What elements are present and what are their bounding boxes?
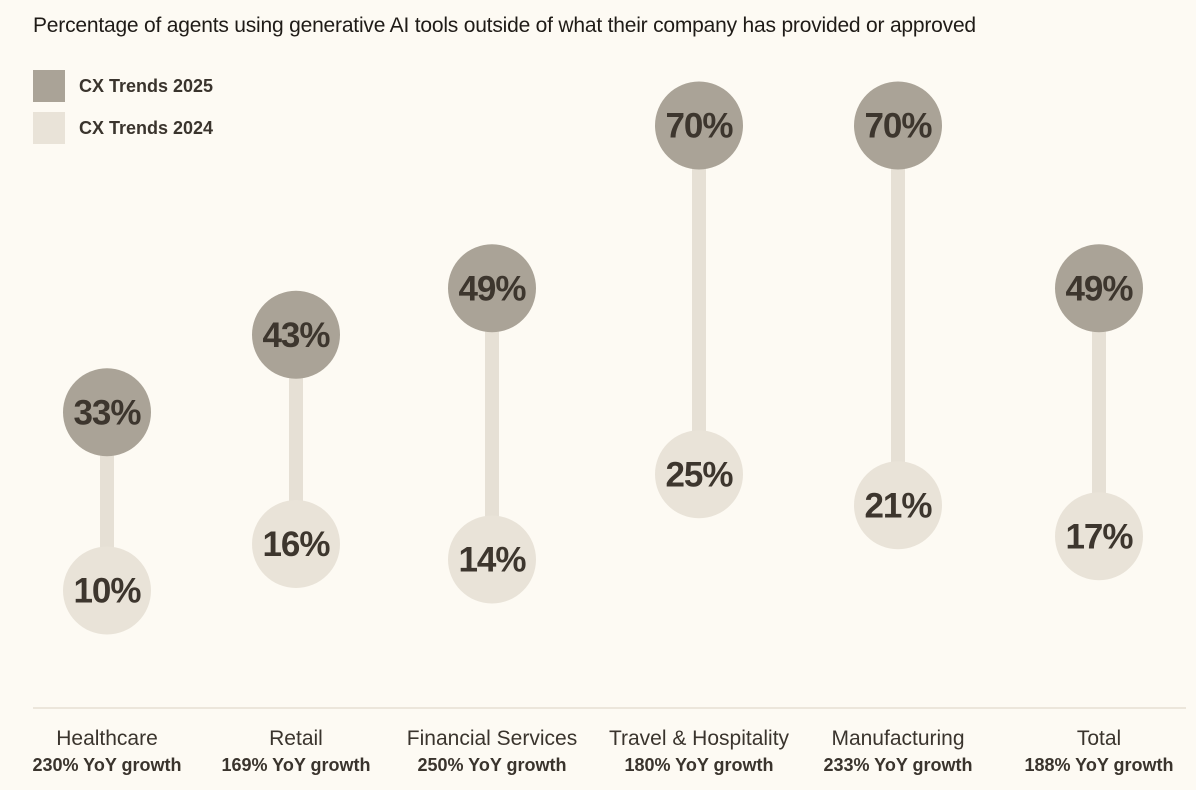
dot-2024-manufacturing — [854, 461, 942, 550]
value-label-2025-healthcare: 33% — [73, 393, 141, 432]
legend-item-2025: CX Trends 2025 — [33, 70, 213, 102]
growth-label-travel-hospitality: 180% YoY growth — [624, 755, 773, 775]
dot-2024-healthcare — [63, 546, 151, 635]
dot-2024-travel-hospitality — [655, 430, 743, 519]
chart-title: Percentage of agents using generative AI… — [33, 14, 976, 37]
legend-label-2025: CX Trends 2025 — [79, 75, 214, 96]
growth-label-manufacturing: 233% YoY growth — [823, 755, 972, 775]
dot-2025-total — [1055, 244, 1143, 333]
value-label-2024-retail: 16% — [262, 525, 330, 564]
growth-label-total: 188% YoY growth — [1024, 755, 1173, 775]
category-label-retail: Retail — [269, 727, 323, 750]
value-label-2025-retail: 43% — [262, 316, 330, 355]
dot-2024-total — [1055, 492, 1143, 581]
category-label-financial-services: Financial Services — [407, 727, 577, 750]
dot-2025-travel-hospitality — [655, 81, 743, 170]
value-label-2025-financial-services: 49% — [458, 269, 526, 308]
growth-label-healthcare: 230% YoY growth — [32, 755, 181, 775]
value-label-2024-healthcare: 10% — [73, 572, 141, 611]
category-label-travel-hospitality: Travel & Hospitality — [609, 727, 790, 750]
dot-2025-manufacturing — [854, 81, 942, 170]
category-label-total: Total — [1077, 727, 1121, 750]
value-label-2025-total: 49% — [1065, 269, 1133, 308]
legend-item-2024: CX Trends 2024 — [33, 112, 213, 144]
value-label-2024-financial-services: 14% — [458, 541, 526, 580]
legend-swatch-2024 — [33, 112, 65, 144]
dot-2025-retail — [252, 290, 340, 379]
legend: CX Trends 2025 CX Trends 2024 — [33, 70, 213, 154]
value-label-2025-travel-hospitality: 70% — [665, 107, 733, 146]
dot-2024-financial-services — [448, 515, 536, 604]
value-label-2024-total: 17% — [1065, 517, 1133, 556]
value-label-2024-manufacturing: 21% — [864, 486, 932, 525]
growth-label-retail: 169% YoY growth — [221, 755, 370, 775]
dot-2024-retail — [252, 500, 340, 588]
category-label-healthcare: Healthcare — [56, 727, 158, 750]
dot-2025-healthcare — [63, 368, 151, 457]
category-label-manufacturing: Manufacturing — [831, 727, 964, 750]
legend-label-2024: CX Trends 2024 — [79, 117, 214, 138]
value-label-2025-manufacturing: 70% — [864, 107, 932, 146]
dot-2025-financial-services — [448, 244, 536, 333]
growth-label-financial-services: 250% YoY growth — [417, 755, 566, 775]
value-label-2024-travel-hospitality: 25% — [665, 455, 733, 494]
legend-swatch-2025 — [33, 70, 65, 102]
